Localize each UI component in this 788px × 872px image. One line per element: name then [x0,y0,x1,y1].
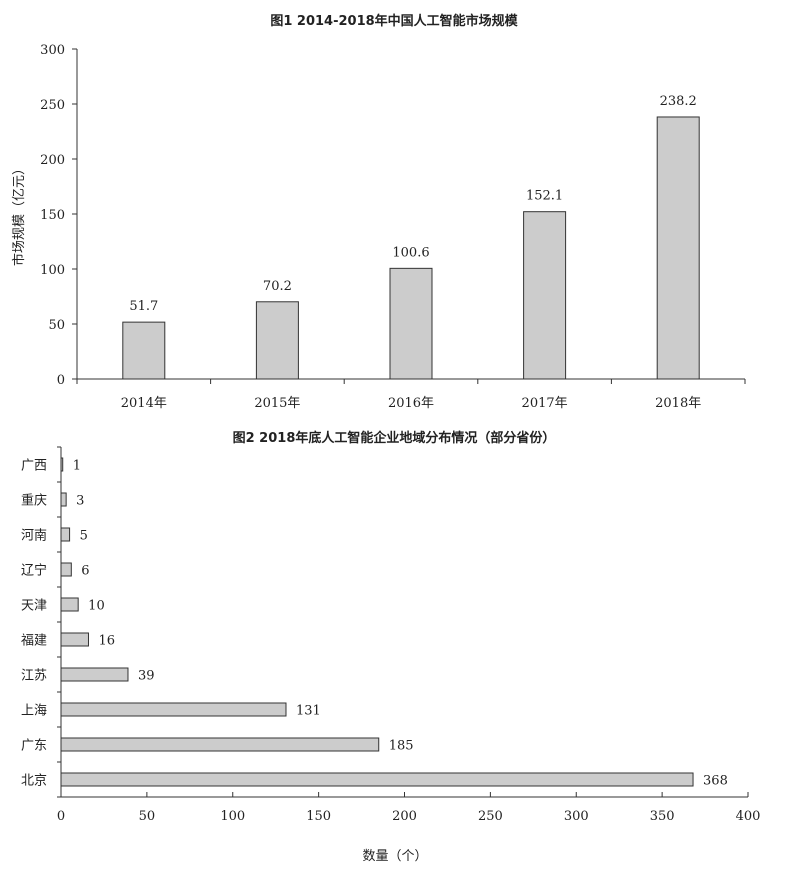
chart2-x-axis-label: 数量（个） [362,849,427,864]
chart2-category-label: 北京 [21,774,47,789]
chart2-x-tick-label: 0 [57,809,65,824]
chart2-category-label: 上海 [21,704,47,719]
chart1-data-label: 238.2 [660,94,697,109]
chart1-data-label: 70.2 [263,279,292,294]
chart1-data-label: 100.6 [392,245,429,260]
chart1-bar [255,301,299,380]
chart2-category-label: 广东 [21,739,47,754]
chart2-data-label: 10 [88,599,105,614]
chart2-category-label: 福建 [21,634,47,649]
chart1-y-tick-label: 300 [40,43,65,58]
chart2-category-label: 江苏 [21,668,47,684]
chart2-data-label: 1 [73,459,81,474]
chart2-category-label: 辽宁 [21,563,47,579]
chart1-vertical-bar-chart: 市场规模（亿元） 0 50 100 150 200 250 300 51.7 2014年 70.2… [11,43,746,411]
chart1-x-tick-label: 2015年 [254,396,300,411]
chart1-x-tick-label: 2017年 [522,396,568,411]
chart2-data-label: 39 [138,669,155,684]
chart1-y-tick-label: 200 [40,153,65,168]
chart2-x-tick-label: 400 [736,809,761,824]
chart2-data-label: 5 [80,529,88,544]
chart1-x-tick-label: 2016年 [388,396,434,411]
chart2-category-label: 广西 [21,459,47,474]
chart2-category-label: 重庆 [21,493,47,509]
chart1-y-tick-label: 150 [40,208,65,223]
chart1-bar [656,116,700,380]
chart2-x-tick-label: 100 [220,809,245,824]
chart2-x-tick-label: 300 [564,809,589,824]
chart2-bar [60,632,89,647]
chart2-bar [60,527,71,542]
chart2-data-label: 368 [703,774,728,789]
chart1-bar [122,321,166,380]
chart2-bar [60,492,67,507]
chart2-x-tick-label: 350 [650,809,675,824]
chart2-data-label: 6 [81,564,89,579]
chart2-bar [60,562,72,577]
chart1-title: 图1 2014-2018年中国人工智能市场规模 [270,14,518,29]
chart1-y-axis-label: 市场规模（亿元） [11,162,27,266]
chart2-bar [60,457,64,472]
chart2-data-label: 185 [389,739,414,754]
chart2-bar [60,737,380,752]
chart2-bar [60,667,129,682]
chart2-category-label: 河南 [21,528,47,544]
chart2-data-label: 3 [76,494,84,509]
chart1-data-label: 51.7 [129,299,158,314]
chart2-x-tick-label: 50 [139,809,156,824]
chart1-data-label: 152.1 [526,189,563,204]
chart1-bar [389,267,433,380]
chart2-category-label: 天津 [21,599,47,614]
chart2-data-label: 16 [98,634,115,649]
chart2-bar [60,597,79,612]
chart1-y-tick-label: 250 [40,98,65,113]
chart2-horizontal-bar-chart: 数量（个） 0 50 100 150 200 250 300 350 400 1 广西 3 重庆 5 河南 6… [21,446,761,864]
chart2-bar [60,702,287,717]
chart2-x-tick-label: 200 [392,809,417,824]
chart2-bar [60,772,694,787]
chart2-x-tick-label: 250 [478,809,503,824]
chart2-data-label: 131 [296,704,321,719]
chart1-x-tick-label: 2014年 [121,396,167,411]
chart2-title: 图2 2018年底人工智能企业地域分布情况（部分省份） [232,431,556,446]
chart2-x-tick-label: 150 [306,809,331,824]
chart1-y-tick-label: 50 [48,318,65,333]
chart1-bar [523,211,567,380]
chart1-y-tick-label: 100 [40,263,65,278]
chart1-y-tick-label: 0 [57,373,65,388]
chart1-x-tick-label: 2018年 [655,396,701,411]
